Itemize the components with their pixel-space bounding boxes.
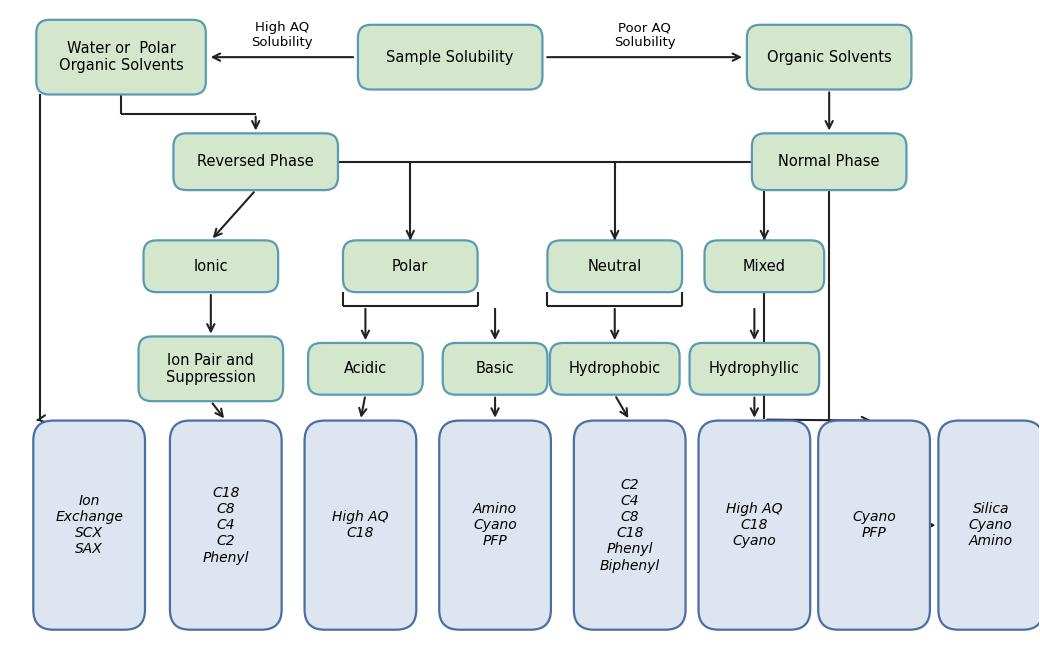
FancyBboxPatch shape (308, 343, 423, 395)
Text: Basic: Basic (475, 361, 515, 376)
FancyBboxPatch shape (547, 240, 682, 292)
FancyBboxPatch shape (818, 421, 930, 630)
FancyBboxPatch shape (574, 421, 685, 630)
FancyBboxPatch shape (747, 25, 911, 89)
Text: Poor AQ
Solubility: Poor AQ Solubility (614, 21, 675, 49)
Text: Hydrophobic: Hydrophobic (569, 361, 660, 376)
FancyBboxPatch shape (343, 240, 477, 292)
FancyBboxPatch shape (752, 133, 907, 190)
Text: Silica
Cyano
Amino: Silica Cyano Amino (968, 502, 1013, 548)
FancyBboxPatch shape (358, 25, 543, 89)
Text: Mixed: Mixed (743, 258, 786, 274)
Text: Neutral: Neutral (588, 258, 642, 274)
FancyBboxPatch shape (550, 343, 679, 395)
FancyBboxPatch shape (690, 343, 820, 395)
FancyBboxPatch shape (144, 240, 278, 292)
Text: Polar: Polar (392, 258, 428, 274)
FancyBboxPatch shape (305, 421, 416, 630)
FancyBboxPatch shape (704, 240, 824, 292)
Text: Sample Solubility: Sample Solubility (387, 49, 514, 64)
Text: Organic Solvents: Organic Solvents (766, 49, 891, 64)
FancyBboxPatch shape (699, 421, 810, 630)
FancyBboxPatch shape (443, 343, 547, 395)
Text: High AQ
Solubility: High AQ Solubility (251, 21, 313, 49)
Text: C2
C4
C8
C18
Phenyl
Biphenyl: C2 C4 C8 C18 Phenyl Biphenyl (600, 478, 659, 573)
FancyBboxPatch shape (439, 421, 551, 630)
FancyBboxPatch shape (33, 421, 145, 630)
Text: High AQ
C18: High AQ C18 (332, 510, 389, 540)
FancyBboxPatch shape (938, 421, 1040, 630)
Text: C18
C8
C4
C2
Phenyl: C18 C8 C4 C2 Phenyl (203, 486, 249, 564)
Text: Reversed Phase: Reversed Phase (198, 154, 314, 169)
FancyBboxPatch shape (36, 20, 206, 94)
Text: Normal Phase: Normal Phase (778, 154, 880, 169)
Text: Ionic: Ionic (193, 258, 228, 274)
Text: High AQ
C18
Cyano: High AQ C18 Cyano (726, 502, 783, 548)
Text: Cyano
PFP: Cyano PFP (852, 510, 895, 540)
Text: Ion
Exchange
SCX
SAX: Ion Exchange SCX SAX (55, 494, 123, 557)
FancyBboxPatch shape (170, 421, 282, 630)
Text: Ion Pair and
Suppression: Ion Pair and Suppression (166, 353, 256, 385)
FancyBboxPatch shape (174, 133, 338, 190)
FancyBboxPatch shape (138, 337, 283, 401)
Text: Acidic: Acidic (344, 361, 387, 376)
Text: Hydrophyllic: Hydrophyllic (709, 361, 800, 376)
Text: Water or  Polar
Organic Solvents: Water or Polar Organic Solvents (58, 41, 183, 74)
Text: Amino
Cyano
PFP: Amino Cyano PFP (473, 502, 517, 548)
